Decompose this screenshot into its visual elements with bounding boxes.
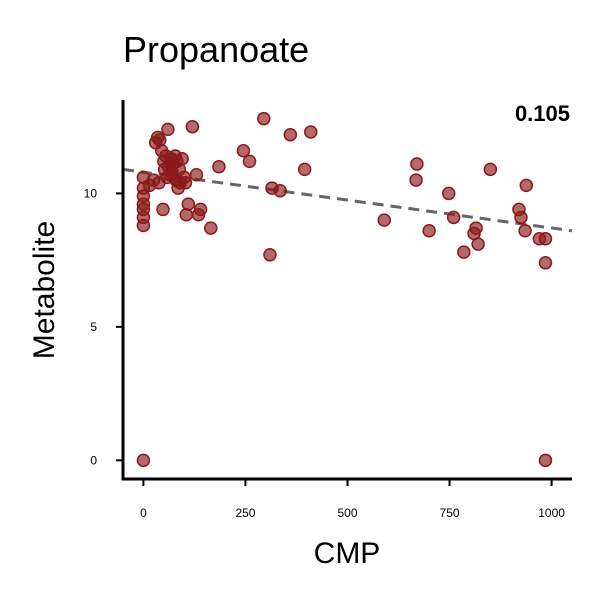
data-point-71: [538, 256, 553, 270]
data-point-46: [242, 154, 257, 169]
correlation-annotation: 0.105: [515, 101, 570, 126]
data-point-43: [204, 221, 218, 235]
chart-title: Propanoate: [123, 29, 309, 70]
x-tick-label-0: 0: [140, 506, 147, 520]
data-point-64: [483, 162, 498, 177]
data-point-54: [377, 213, 391, 227]
data-point-68: [519, 178, 534, 193]
data-point-44: [212, 159, 226, 174]
data-point-1: [538, 453, 553, 468]
data-point-45: [236, 143, 251, 158]
data-point-16: [156, 202, 170, 217]
data-point-58: [441, 186, 456, 201]
data-point-40: [189, 167, 204, 182]
data-point-42: [193, 202, 208, 217]
data-point-70: [538, 232, 553, 246]
data-point-0: [136, 453, 151, 468]
data-points: [136, 111, 553, 468]
data-point-34: [175, 151, 189, 166]
y-tick-label-0: 0: [90, 453, 97, 467]
data-point-56: [409, 173, 423, 187]
x-tick-label-1000: 1000: [538, 506, 565, 520]
data-point-55: [410, 157, 424, 171]
data-point-51: [283, 127, 298, 142]
data-point-53: [304, 125, 318, 139]
data-point-14: [152, 133, 167, 147]
data-point-63: [471, 237, 485, 251]
data-point-52: [297, 162, 312, 177]
data-point-38: [181, 197, 196, 211]
x-axis-label: CMP: [314, 537, 381, 570]
data-point-66: [514, 210, 528, 225]
y-tick-label-10: 10: [84, 186, 98, 200]
data-point-36: [178, 175, 193, 190]
y-tick-label-5: 5: [90, 320, 97, 334]
data-point-59: [446, 210, 461, 225]
data-point-39: [185, 119, 200, 134]
axes: 0 250 500 750 1000 0 5 10: [84, 100, 572, 520]
data-point-21: [161, 122, 175, 137]
data-point-37: [179, 208, 194, 222]
x-tick-label-500: 500: [337, 506, 357, 520]
data-point-60: [457, 245, 471, 259]
x-tick-label-750: 750: [440, 506, 460, 520]
data-point-67: [518, 224, 532, 238]
data-point-48: [263, 248, 277, 262]
data-point-50: [273, 183, 287, 198]
x-tick-label-250: 250: [235, 506, 255, 520]
data-point-57: [422, 224, 436, 238]
data-point-62: [469, 221, 483, 235]
data-point-47: [257, 111, 271, 126]
y-axis-label: Metabolite: [28, 221, 61, 359]
